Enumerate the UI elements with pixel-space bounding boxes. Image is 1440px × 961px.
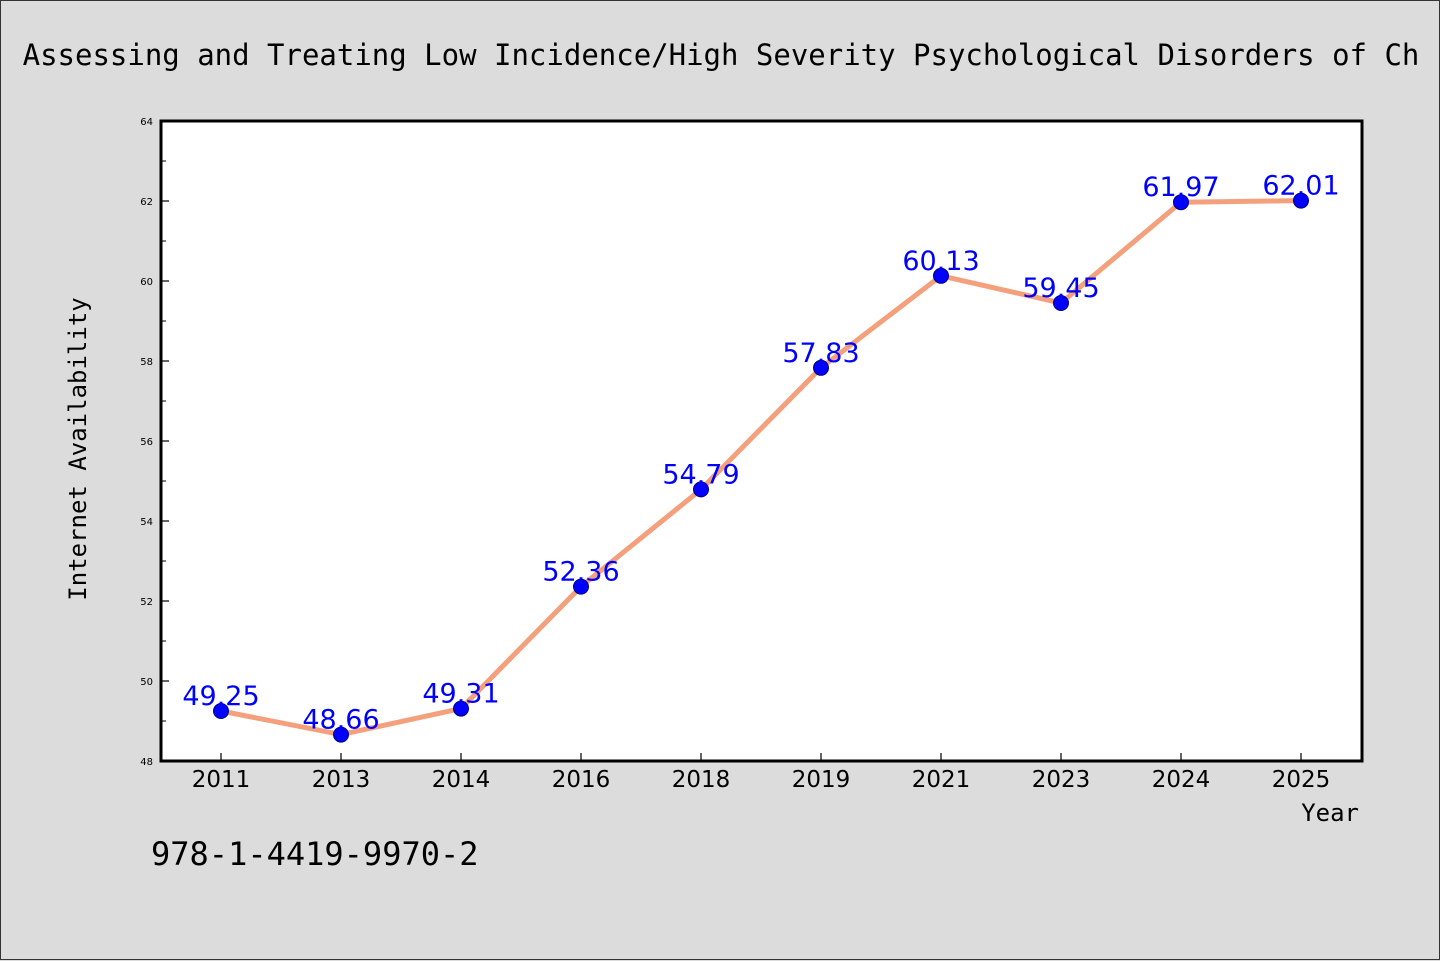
data-point [573, 578, 589, 595]
isbn-annotation: 978-1-4419-9970-2 [151, 835, 479, 873]
x-tick-label: 2018 [672, 767, 731, 793]
data-label: 52.36 [542, 557, 619, 588]
y-tick-label: 54 [140, 517, 153, 528]
x-tick-label: 2023 [1032, 767, 1091, 793]
data-label: 48.66 [302, 705, 379, 736]
data-label: 62.01 [1262, 171, 1339, 202]
x-tick-label: 2013 [312, 767, 371, 793]
plot-area [159, 119, 1364, 763]
x-tick-label: 2024 [1152, 767, 1211, 793]
data-label: 49.31 [422, 679, 499, 710]
data-point [1053, 295, 1069, 311]
data-point [213, 703, 229, 719]
data-point [453, 700, 469, 717]
data-point [1173, 194, 1189, 211]
data-point [813, 359, 829, 376]
y-tick-label: 64 [140, 117, 153, 128]
x-tick-label: 2021 [912, 767, 971, 793]
x-tick-label: 2019 [792, 767, 851, 793]
chart-title: Assessing and Treating Low Incidence/Hig… [23, 38, 1420, 72]
data-point [1293, 192, 1309, 209]
x-tick-label: 2014 [432, 767, 491, 793]
x-tick-label: 2016 [552, 767, 611, 793]
x-tick-label: 2011 [192, 767, 251, 793]
y-axis: 48 50 52 54 56 58 60 62 64 [140, 117, 169, 768]
data-label: 49.25 [182, 681, 259, 712]
y-tick-label: 60 [140, 277, 153, 288]
y-axis-label: Internet Availability [64, 297, 92, 600]
data-label: 54.79 [662, 459, 739, 490]
data-point [933, 267, 949, 284]
data-label: 59.45 [1022, 273, 1099, 304]
y-tick-label: 56 [140, 437, 153, 448]
x-axis: 2011 2013 2014 2016 2018 2019 2021 2023 2024 2025 [192, 753, 1331, 793]
data-point [333, 726, 349, 743]
y-tick-label: 52 [140, 597, 153, 608]
x-tick-label: 2025 [1272, 767, 1331, 793]
data-label: 61.97 [1142, 172, 1219, 203]
series-line [218, 198, 1304, 738]
y-tick-label: 58 [140, 357, 153, 368]
data-point [693, 481, 709, 498]
data-label: 57.83 [782, 338, 859, 369]
y-tick-label: 48 [140, 757, 153, 768]
x-axis-label: Year [1301, 799, 1359, 827]
y-tick-label: 62 [140, 197, 153, 208]
data-labels: 49.25 48.66 49.31 52.36 54.79 57.83 60.13 59.45… [182, 171, 1339, 736]
y-tick-label: 50 [140, 677, 153, 688]
data-label: 60.13 [902, 246, 979, 277]
series-markers [213, 192, 1309, 743]
